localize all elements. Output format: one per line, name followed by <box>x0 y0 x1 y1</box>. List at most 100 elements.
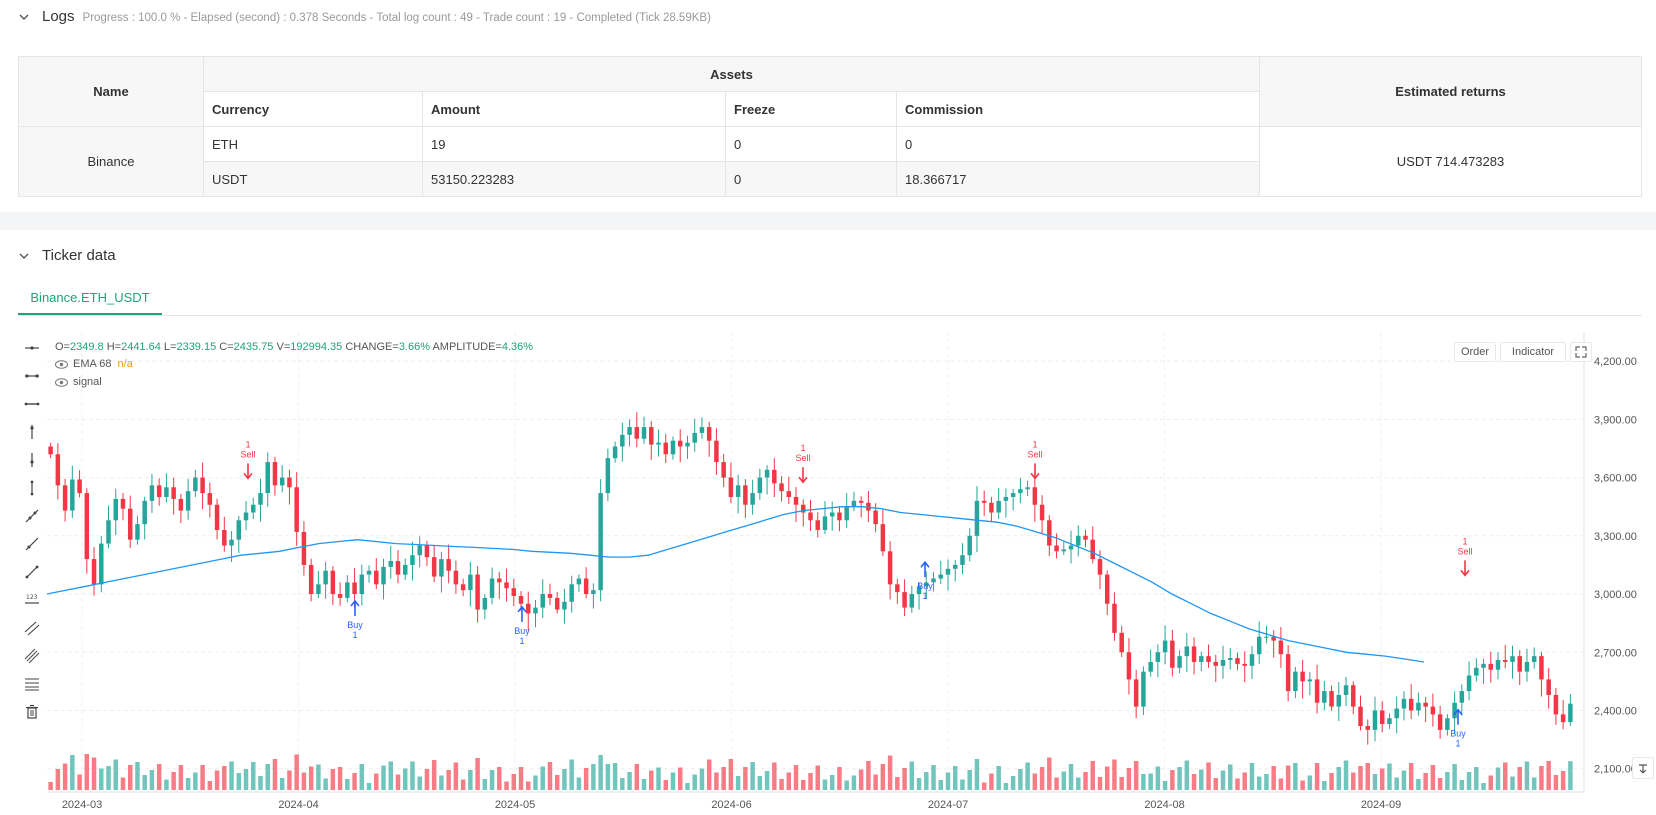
high-value: 2441.64 <box>121 341 161 353</box>
volume-bar <box>866 761 871 790</box>
eye-icon[interactable] <box>55 377 68 387</box>
candle-body <box>475 574 480 610</box>
volume-bar <box>808 773 813 790</box>
candle-body <box>967 535 972 556</box>
candle-body <box>1213 661 1219 666</box>
horizontal-ray-icon[interactable] <box>22 366 42 386</box>
candle-body <box>1191 646 1197 662</box>
candle-body <box>924 582 929 587</box>
scroll-to-latest-button[interactable] <box>1632 757 1654 779</box>
ema-legend[interactable]: EMA 68 n/a <box>55 358 133 370</box>
sell-qty-label: 1 <box>1462 536 1467 546</box>
vertical-line-icon[interactable] <box>22 478 42 498</box>
extended-line-icon[interactable] <box>22 394 42 414</box>
volume-bar <box>1553 775 1559 790</box>
candle-body <box>887 551 893 585</box>
candle-body <box>1199 656 1204 662</box>
candle-body <box>120 498 126 509</box>
candle-body <box>772 469 777 484</box>
candle-body <box>1358 706 1363 727</box>
vertical-ray-up-icon[interactable] <box>22 422 42 442</box>
candle-body <box>482 597 488 610</box>
candle-body <box>960 555 965 565</box>
candle-body <box>554 597 560 610</box>
candle-body <box>1524 661 1530 672</box>
volume-bar <box>330 769 336 790</box>
volume-bar <box>468 770 473 790</box>
volume-bar <box>1076 777 1081 790</box>
candle-body <box>699 427 705 433</box>
volume-bar <box>634 764 640 790</box>
trend-line-icon[interactable] <box>22 506 42 526</box>
candle-body <box>974 500 980 536</box>
candle-body <box>1133 679 1139 707</box>
fullscreen-button[interactable] <box>1570 342 1592 362</box>
vertical-ray-down-icon[interactable] <box>22 450 42 470</box>
pitchfork-icon[interactable] <box>22 646 42 666</box>
candle-body <box>1531 656 1537 662</box>
candlestick-chart[interactable]: 4,200.00 3,900.00 3,600.00 3,300.00 3,000.00… <box>0 330 1656 815</box>
extended-trend-icon[interactable] <box>22 562 42 582</box>
volume-bar <box>1032 773 1038 790</box>
sell-qty-label: 1 <box>245 439 250 449</box>
candle-body <box>627 427 632 435</box>
horizontal-line-icon[interactable] <box>22 338 42 358</box>
volume-bar <box>677 767 683 790</box>
volume-bar <box>1003 783 1009 790</box>
ray-line-icon[interactable] <box>22 534 42 554</box>
candle-body <box>337 594 343 598</box>
volume-bar <box>1300 780 1305 790</box>
candle-body <box>193 477 198 492</box>
candle-body <box>222 529 227 546</box>
parallel-channel-icon[interactable] <box>22 618 42 638</box>
tab-binance-eth-usdt[interactable]: Binance.ETH_USDT <box>18 281 162 315</box>
volume-bar <box>1249 763 1255 790</box>
candle-body <box>858 500 864 503</box>
sell-arrow <box>1030 463 1040 480</box>
volume-bar <box>649 770 654 790</box>
candle-body <box>388 561 393 567</box>
svg-text:123: 123 <box>26 594 38 601</box>
candle-body <box>258 493 263 505</box>
candle-body <box>851 500 857 507</box>
candle-body <box>815 520 820 530</box>
candle-body <box>265 462 270 494</box>
trash-icon[interactable] <box>22 702 42 722</box>
candle-body <box>323 570 328 585</box>
indicator-button[interactable]: Indicator <box>1500 342 1566 362</box>
candle-body <box>185 491 191 511</box>
chevron-down-icon[interactable] <box>18 11 30 23</box>
y-tick-label: 4,200.00 <box>1594 356 1637 368</box>
signal-legend[interactable]: signal <box>55 376 102 388</box>
order-button[interactable]: Order <box>1454 342 1496 362</box>
eye-icon[interactable] <box>55 359 68 369</box>
candle-body <box>178 498 184 511</box>
candle-body <box>1300 671 1305 682</box>
logs-header[interactable]: Logs Progress : 100.0 % - Elapsed (secon… <box>18 8 711 25</box>
fib-retracement-icon[interactable] <box>22 674 42 694</box>
candle-body <box>540 594 545 608</box>
candle-body <box>779 483 784 492</box>
volume-bar <box>1336 767 1342 790</box>
candle-body <box>1416 702 1421 711</box>
candle-body <box>591 590 596 595</box>
ticker-header[interactable]: Ticker data <box>18 247 116 264</box>
volume-bar <box>1358 766 1363 790</box>
chevron-down-icon[interactable] <box>18 250 30 262</box>
change-label: CHANGE= <box>345 341 399 353</box>
volume-bar <box>1010 776 1016 790</box>
price-range-icon[interactable]: 123 <box>22 590 42 610</box>
candle-body <box>77 479 82 494</box>
volume-bar <box>620 778 625 790</box>
candle-body <box>410 555 415 565</box>
volume-bar <box>1126 768 1132 790</box>
buy-qty-label: 1 <box>1455 739 1460 749</box>
name-header: Name <box>18 56 204 127</box>
candle-body <box>1307 679 1313 682</box>
volume-bar <box>1097 777 1103 790</box>
volume-bar <box>931 765 936 790</box>
amplitude-label: AMPLITUDE= <box>432 341 502 353</box>
assets-table: Name Assets Estimated returns Currency A… <box>18 56 1642 197</box>
volume-bar <box>1278 778 1284 790</box>
volume-bar <box>670 772 676 790</box>
